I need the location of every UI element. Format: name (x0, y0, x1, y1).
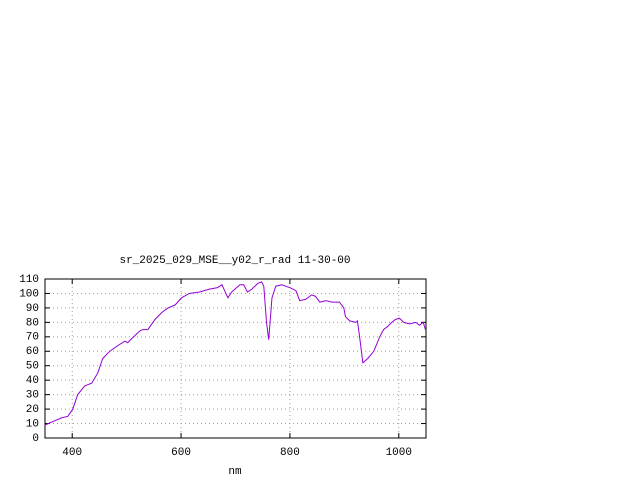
y-tick-label: 90 (26, 303, 39, 315)
plot-border (44, 278, 427, 439)
y-tick-label: 0 (32, 433, 39, 445)
y-tick-label: 60 (26, 346, 39, 358)
y-tick-label: 70 (26, 332, 39, 344)
data-line (44, 281, 426, 426)
x-tick-label: 600 (171, 447, 191, 459)
y-tick-label: 40 (26, 375, 39, 387)
y-tick-label: 110 (19, 274, 39, 286)
y-tick-label: 10 (26, 418, 39, 430)
x-tick-label: 1000 (386, 447, 412, 459)
x-axis-label: nm (228, 466, 242, 478)
y-tick-label: 50 (26, 361, 39, 373)
y-tick-label: 30 (26, 390, 39, 402)
x-tick-label: 400 (62, 447, 82, 459)
x-tick-label: 800 (280, 447, 300, 459)
y-tick-label: 100 (19, 288, 39, 300)
y-tick-label: 80 (26, 317, 39, 329)
y-tick-label: 20 (26, 404, 39, 416)
chart-title: sr_2025_029_MSE__y02_r_rad 11-30-00 (119, 255, 350, 267)
